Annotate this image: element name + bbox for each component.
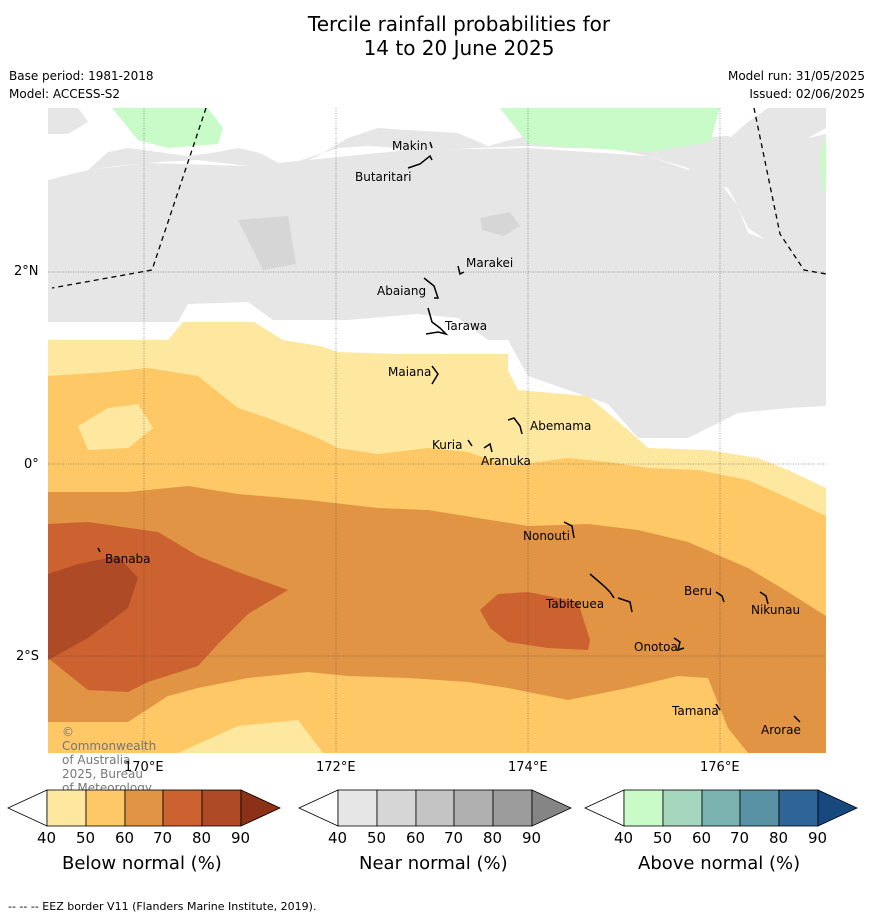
colorbar-above-seg bbox=[778, 789, 819, 827]
colorbar-near-extend-min bbox=[298, 789, 339, 827]
cb0-tick: 60 bbox=[115, 829, 135, 847]
above-normal-area-north bbox=[112, 108, 223, 148]
place-label-abemama: Abemama bbox=[530, 419, 592, 433]
colorbar-above-extend-max bbox=[817, 789, 858, 827]
cb1-tick: 70 bbox=[444, 829, 464, 847]
colorbar-below-seg bbox=[162, 789, 203, 827]
place-label-marakei: Marakei bbox=[466, 256, 514, 270]
colorbar-below-seg bbox=[201, 789, 242, 827]
colorbar-near-seg bbox=[337, 789, 378, 827]
colorbar-below-title: Below normal (%) bbox=[62, 853, 222, 874]
cb2-tick: 50 bbox=[653, 829, 673, 847]
below-normal-shading bbox=[48, 322, 826, 753]
lon-tick-176e: 176°E bbox=[700, 760, 740, 775]
colorbar-below bbox=[7, 789, 281, 827]
colorbar-above-title: Above normal (%) bbox=[638, 853, 801, 874]
place-label-makin: Makin bbox=[392, 139, 428, 153]
cb1-tick: 60 bbox=[406, 829, 426, 847]
colorbar-near-title: Near normal (%) bbox=[359, 853, 508, 874]
colorbar-above-seg bbox=[739, 789, 780, 827]
above-normal-area-northeast bbox=[500, 108, 720, 152]
colorbar-near bbox=[298, 789, 572, 827]
place-label-tamana: Tamana bbox=[672, 704, 719, 718]
colorbar-near-seg bbox=[376, 789, 417, 827]
lat-tick-2s: 2°S bbox=[16, 649, 40, 664]
colorbar-near-seg bbox=[415, 789, 455, 827]
place-label-nikunau: Nikunau bbox=[751, 603, 801, 617]
colorbar-below-extend-max bbox=[240, 789, 281, 827]
cb0-tick: 90 bbox=[231, 829, 251, 847]
colorbar-above-extend-min bbox=[584, 789, 625, 827]
place-label-onotoa: Onotoa bbox=[634, 640, 678, 654]
cb0-tick: 40 bbox=[37, 829, 57, 847]
probability-map bbox=[48, 108, 826, 753]
cb2-tick: 40 bbox=[614, 829, 634, 847]
cb1-tick: 90 bbox=[522, 829, 542, 847]
place-label-tabiteuea: Tabiteuea bbox=[546, 597, 605, 611]
cb0-tick: 50 bbox=[76, 829, 96, 847]
base-period: Base period: 1981-2018 bbox=[9, 69, 154, 83]
lon-tick-170e: 170°E bbox=[124, 760, 164, 775]
place-label-aranuka: Aranuka bbox=[481, 454, 531, 468]
colorbar-near-seg bbox=[492, 789, 533, 827]
place-label-butaritari: Butaritari bbox=[355, 170, 412, 184]
colorbar-above bbox=[584, 789, 858, 827]
place-label-maiana: Maiana bbox=[388, 365, 432, 379]
colorbar-near-seg bbox=[453, 789, 494, 827]
title-line-1: Tercile rainfall probabilities for bbox=[307, 12, 611, 36]
issued-date: Issued: 02/06/2025 bbox=[749, 87, 865, 101]
colorbar-above-seg bbox=[662, 789, 703, 827]
eez-border bbox=[51, 108, 826, 289]
colorbar-below-seg bbox=[85, 789, 126, 827]
cb1-tick: 50 bbox=[367, 829, 387, 847]
place-label-kuria: Kuria bbox=[432, 438, 463, 452]
cb1-tick: 40 bbox=[328, 829, 348, 847]
lat-tick-0: 0° bbox=[24, 457, 39, 472]
lon-tick-172e: 172°E bbox=[316, 760, 356, 775]
model-name: Model: ACCESS-S2 bbox=[9, 87, 121, 101]
cb2-tick: 90 bbox=[808, 829, 828, 847]
above-normal-area-edge bbox=[820, 134, 826, 194]
cb0-tick: 70 bbox=[153, 829, 173, 847]
colorbar-below-seg bbox=[46, 789, 87, 827]
lat-tick-2n: 2°N bbox=[14, 264, 39, 279]
colorbars bbox=[7, 789, 858, 827]
place-label-beru: Beru bbox=[684, 584, 713, 598]
coastlines bbox=[97, 141, 801, 723]
colorbar-below-extend-min bbox=[7, 789, 48, 827]
place-label-abaiang: Abaiang bbox=[377, 284, 427, 298]
model-run: Model run: 31/05/2025 bbox=[727, 69, 865, 83]
cb2-tick: 80 bbox=[769, 829, 789, 847]
place-label-banaba: Banaba bbox=[105, 552, 151, 566]
map-title: Tercile rainfall probabilities for 14 to… bbox=[0, 12, 873, 60]
cb2-tick: 70 bbox=[730, 829, 750, 847]
place-label-nonouti: Nonouti bbox=[523, 529, 570, 543]
place-label-tarawa: Tarawa bbox=[445, 319, 488, 333]
colorbar-above-seg bbox=[701, 789, 741, 827]
eez-footnote: -- -- -- EEZ border V11 (Flanders Marine… bbox=[8, 900, 317, 913]
title-line-2: 14 to 20 June 2025 bbox=[363, 36, 555, 60]
colorbar-near-extend-max bbox=[531, 789, 572, 827]
colorbar-below-seg bbox=[124, 789, 164, 827]
cb2-tick: 60 bbox=[692, 829, 712, 847]
cb0-tick: 80 bbox=[192, 829, 212, 847]
place-label-arorae: Arorae bbox=[761, 723, 801, 737]
lon-tick-174e: 174°E bbox=[508, 760, 548, 775]
graticule bbox=[48, 108, 826, 753]
colorbar-above-seg bbox=[623, 789, 664, 827]
cb1-tick: 80 bbox=[483, 829, 503, 847]
